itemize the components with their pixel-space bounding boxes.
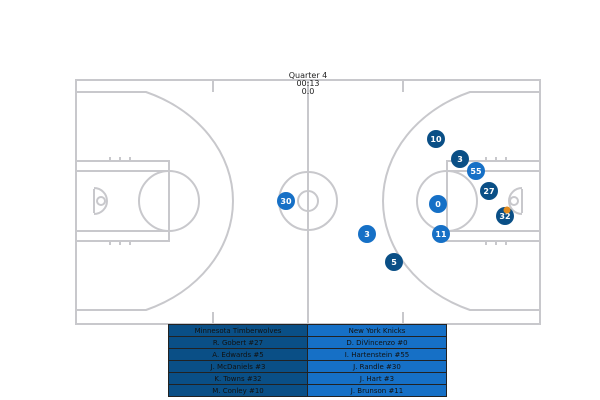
player-number: 5 [391, 258, 397, 267]
table-row: A. Edwards #5 I. Hartenstein #55 [168, 348, 447, 361]
player-dot [432, 225, 450, 243]
left-lane-inner [75, 170, 170, 232]
right-lane-inner [446, 170, 541, 232]
away-player-marker: 55 [467, 162, 485, 180]
player-number: 30 [280, 197, 292, 206]
court-lines [75, 79, 541, 325]
away-player-marker: 30 [277, 192, 295, 210]
home-player-marker: 3 [451, 150, 469, 168]
table-row: J. McDaniels #3 J. Randle #30 [168, 360, 447, 373]
player-dot [385, 253, 403, 271]
away-team-name: New York Knicks [307, 324, 447, 337]
home-player-cell: A. Edwards #5 [168, 348, 308, 361]
player-dot [451, 150, 469, 168]
player-number: 55 [470, 167, 482, 176]
player-dot [358, 225, 376, 243]
player-number: 11 [435, 230, 447, 239]
away-player-cell: J. Hart #3 [307, 372, 447, 385]
shot-clock-label: 0.0 [302, 87, 315, 96]
home-player-cell: K. Towns #32 [168, 372, 308, 385]
right-hoop [509, 196, 519, 206]
player-dot [277, 192, 295, 210]
away-player-cell: I. Hartenstein #55 [307, 348, 447, 361]
table-row: M. Conley #10 J. Brunson #11 [168, 384, 447, 397]
player-number: 32 [499, 212, 510, 221]
center-circle-inner [297, 190, 319, 212]
home-team-name: Minnesota Timberwolves [168, 324, 308, 337]
player-number: 3 [457, 155, 463, 164]
right-lane-outer [446, 160, 541, 242]
away-player-cell: D. DiVincenzo #0 [307, 336, 447, 349]
players-layer: 10 3 55 27 0 32 30 11 3 5 [277, 130, 514, 271]
home-player-cell: M. Conley #10 [168, 384, 308, 397]
left-free-throw-circle [138, 170, 200, 232]
away-player-cell: J. Brunson #11 [307, 384, 447, 397]
left-three-point-line [76, 91, 234, 311]
player-number: 3 [364, 230, 370, 239]
roster-header-row: Minnesota Timberwolves New York Knicks [168, 324, 447, 337]
away-player-cell: J. Randle #30 [307, 360, 447, 373]
game-clock: Quarter 4 00:13 0.0 [289, 71, 328, 96]
home-player-cell: R. Gobert #27 [168, 336, 308, 349]
player-number: 0 [435, 200, 441, 209]
right-three-point-line [382, 91, 540, 311]
ball-marker [503, 206, 511, 214]
player-number: 10 [430, 135, 442, 144]
table-row: K. Towns #32 J. Hart #3 [168, 372, 447, 385]
home-player-marker: 10 [427, 130, 445, 148]
left-restricted-arc [93, 187, 108, 215]
away-player-marker: 3 [358, 225, 376, 243]
home-player-marker: 27 [480, 182, 498, 200]
period-label: Quarter 4 [289, 71, 328, 80]
player-number: 27 [483, 187, 494, 196]
away-player-marker: 11 [432, 225, 450, 243]
player-dot [427, 130, 445, 148]
left-lane-outer [75, 160, 170, 242]
table-row: R. Gobert #27 D. DiVincenzo #0 [168, 336, 447, 349]
left-hoop [96, 196, 106, 206]
player-dot [480, 182, 498, 200]
away-player-marker: 0 [429, 195, 447, 213]
roster-table: Minnesota Timberwolves New York Knicks R… [168, 324, 447, 397]
player-dot [429, 195, 447, 213]
game-time-label: 00:13 [296, 79, 319, 88]
home-player-marker: 5 [385, 253, 403, 271]
player-dot [467, 162, 485, 180]
home-player-cell: J. McDaniels #3 [168, 360, 308, 373]
